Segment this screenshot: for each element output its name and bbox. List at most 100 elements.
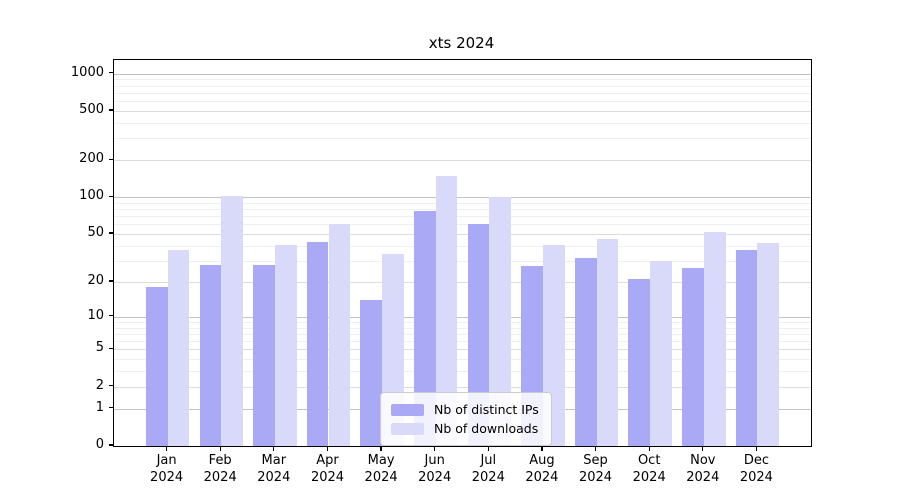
minor-gridline — [114, 216, 811, 218]
x-tick-mark — [165, 446, 168, 451]
major-gridline — [114, 197, 811, 199]
x-tick-year: 2024 — [257, 470, 291, 485]
x-tick-month: Jul — [480, 453, 497, 468]
x-tick-year: 2024 — [686, 470, 720, 485]
bar-distinct-ips — [467, 224, 490, 446]
x-tick-mark — [273, 446, 275, 451]
minor-gridline — [114, 341, 811, 343]
y-tick-label: 500 — [79, 101, 104, 117]
gridline — [114, 160, 811, 162]
bar-downloads — [650, 260, 672, 446]
gridline — [114, 386, 811, 388]
x-tick-month: Apr — [316, 453, 339, 468]
y-tick-mark — [108, 71, 113, 74]
bar-distinct-ips — [682, 268, 704, 446]
y-tick-label: 1000 — [70, 64, 104, 80]
y-tick-label: 10 — [87, 307, 104, 323]
x-tick-label: Mar 2024 — [234, 452, 314, 486]
bar-distinct-ips — [574, 257, 597, 446]
minor-gridline — [114, 327, 811, 329]
major-gridline — [114, 316, 811, 318]
y-tick-mark — [108, 347, 113, 350]
x-tick-month: Jun — [424, 453, 445, 468]
x-tick-month: Jan — [156, 453, 177, 468]
bar-downloads — [221, 195, 243, 446]
bar-distinct-ips — [199, 264, 222, 446]
bar-distinct-ips — [145, 287, 168, 446]
y-tick-mark — [108, 315, 113, 317]
bar-downloads — [489, 196, 512, 446]
gridline — [114, 110, 811, 112]
bar-distinct-ips — [413, 210, 436, 446]
x-tick-label: Apr 2024 — [288, 452, 368, 486]
x-tick-year: 2024 — [632, 470, 666, 485]
gridline — [114, 281, 811, 283]
y-tick-label: 5 — [95, 340, 104, 356]
y-tick-mark — [108, 109, 113, 111]
y-tick-mark — [108, 406, 113, 409]
legend-swatch-distinct-ips — [391, 403, 424, 416]
bar-downloads — [435, 175, 458, 446]
minor-gridline — [114, 92, 811, 94]
y-tick-mark — [108, 280, 113, 282]
y-tick-mark — [108, 385, 113, 387]
x-tick-mark — [541, 446, 543, 451]
minor-gridline — [114, 79, 811, 81]
x-tick-year: 2024 — [150, 470, 184, 485]
y-tick-label: 100 — [79, 188, 104, 204]
x-tick-month: May — [367, 453, 395, 468]
x-tick-label: Feb 2024 — [180, 452, 260, 486]
y-tick-mark — [108, 158, 113, 160]
x-tick-mark — [219, 446, 221, 451]
major-gridline — [114, 73, 811, 75]
x-tick-month: Nov — [690, 453, 716, 468]
x-tick-month: Mar — [261, 453, 287, 468]
minor-gridline — [114, 333, 811, 335]
x-tick-mark — [594, 446, 597, 451]
minor-gridline — [114, 321, 811, 323]
x-tick-label: Jun 2024 — [395, 452, 475, 486]
x-tick-year: 2024 — [203, 470, 237, 485]
x-tick-label: Jan 2024 — [127, 452, 207, 486]
x-tick-label: May 2024 — [341, 452, 421, 486]
bar-downloads — [757, 243, 780, 446]
legend: Nb of distinct IPs Nb of downloads — [380, 392, 552, 446]
x-tick-label: Aug 2024 — [502, 452, 582, 486]
x-tick-year: 2024 — [310, 470, 345, 485]
legend-entry-distinct-ips: Nb of distinct IPs — [391, 400, 539, 419]
y-tick-label: 50 — [87, 225, 104, 241]
x-tick-label: Sep 2024 — [556, 452, 636, 486]
y-tick-mark — [108, 232, 113, 234]
x-tick-mark — [487, 446, 489, 451]
minor-gridline — [114, 245, 811, 247]
x-tick-label: Nov 2024 — [663, 452, 743, 486]
x-tick-month: Oct — [637, 453, 661, 468]
bar-downloads — [328, 223, 351, 446]
legend-swatch-downloads — [391, 422, 424, 435]
minor-gridline — [114, 224, 811, 226]
x-tick-label: Jul 2024 — [448, 452, 528, 486]
y-tick-label: 200 — [79, 151, 104, 167]
minor-gridline — [114, 371, 811, 373]
x-tick-year: 2024 — [739, 470, 773, 485]
legend-label: Nb of downloads — [434, 421, 539, 436]
plot-area: Nb of distinct IPs Nb of downloads — [113, 59, 812, 447]
x-tick-year: 2024 — [418, 470, 452, 485]
y-tick-label: 2 — [95, 377, 104, 393]
minor-gridline — [114, 101, 811, 103]
x-tick-mark — [702, 446, 704, 451]
legend-label: Nb of distinct IPs — [434, 402, 539, 417]
minor-gridline — [114, 85, 811, 87]
bar-downloads — [167, 249, 190, 446]
bar-downloads — [703, 232, 726, 446]
x-tick-month: Dec — [743, 453, 769, 468]
y-tick-label: 20 — [87, 272, 104, 288]
bar-distinct-ips — [360, 300, 383, 446]
x-tick-year: 2024 — [525, 470, 559, 485]
minor-gridline — [114, 260, 811, 262]
x-tick-month: Aug — [529, 453, 555, 468]
minor-gridline — [114, 209, 811, 211]
x-tick-label: Oct 2024 — [609, 452, 689, 486]
minor-gridline — [114, 359, 811, 361]
bar-distinct-ips — [628, 279, 651, 446]
